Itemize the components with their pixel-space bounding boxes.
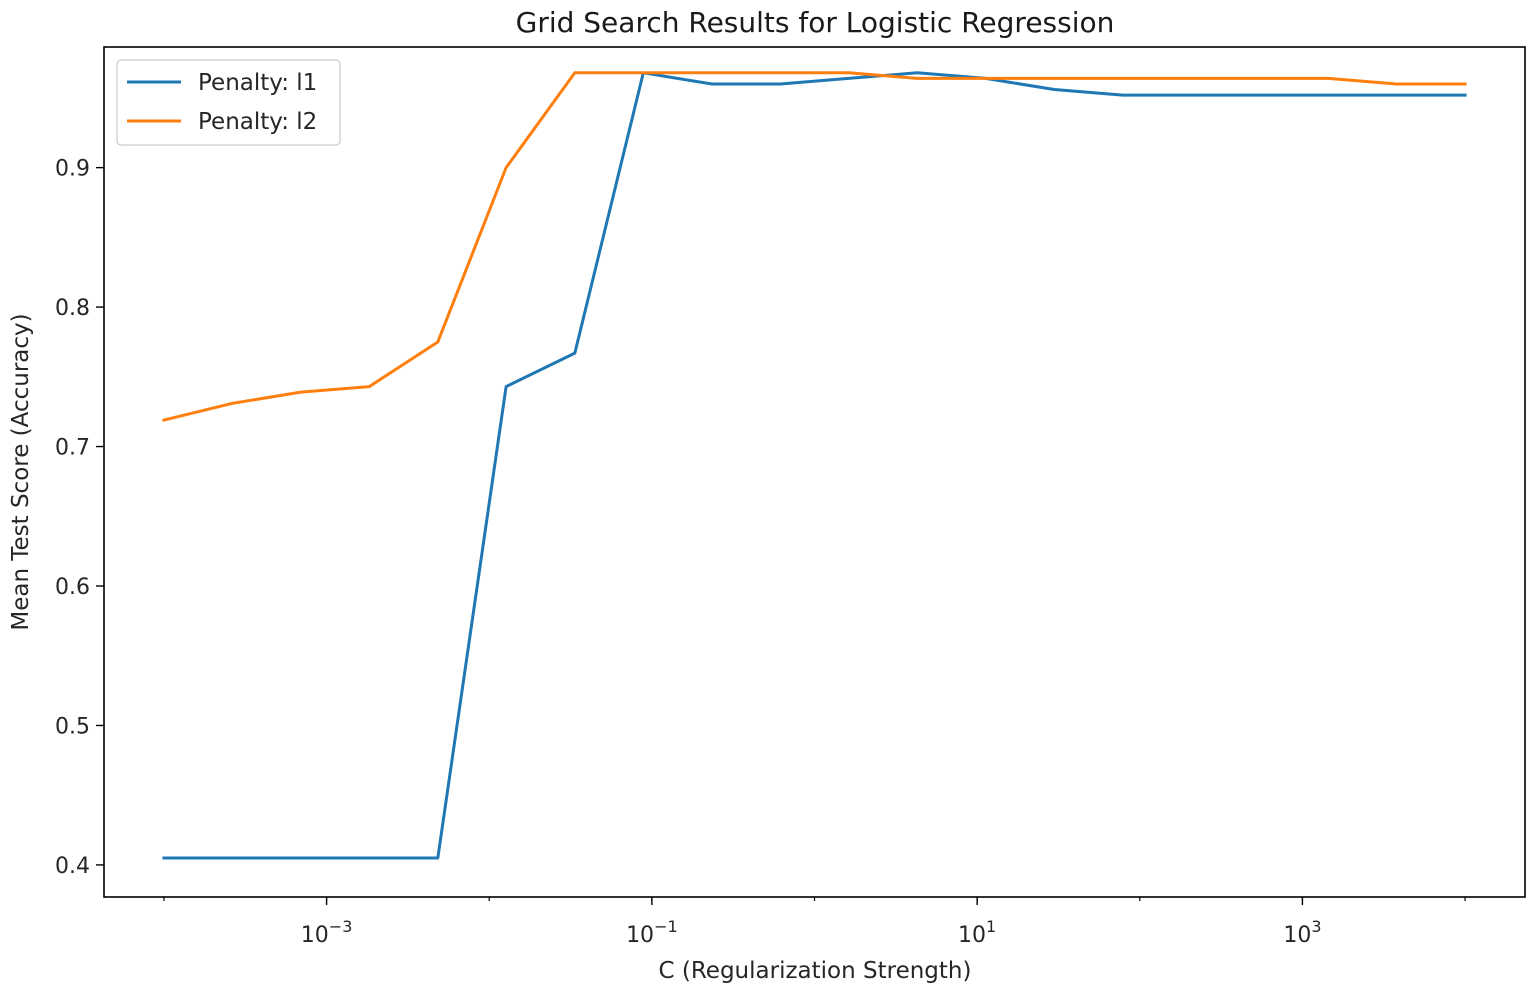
y-tick-label: 0.8 bbox=[55, 296, 90, 321]
y-tick-label: 0.4 bbox=[55, 854, 90, 879]
series-layer bbox=[162, 71, 1467, 860]
chart-title: Grid Search Results for Logistic Regress… bbox=[516, 6, 1115, 39]
y-axis-title: Mean Test Score (Accuracy) bbox=[8, 313, 34, 630]
y-tick-label: 0.7 bbox=[55, 436, 90, 461]
y-tick-label: 0.5 bbox=[55, 714, 90, 739]
series-line-1 bbox=[162, 71, 1467, 860]
y-tick-label: 0.6 bbox=[55, 575, 90, 600]
x-tick-label: 10−1 bbox=[626, 917, 678, 948]
legend-label-l2: Penalty: l2 bbox=[198, 109, 317, 135]
x-tick-label: 10−3 bbox=[301, 917, 353, 948]
x-axis-title: C (Regularization Strength) bbox=[659, 958, 972, 984]
legend: Penalty: l1 Penalty: l2 bbox=[116, 59, 341, 146]
y-tick-label: 0.9 bbox=[55, 157, 90, 182]
y-axis-ticks: 0.4 0.5 0.6 0.7 0.8 0.9 bbox=[55, 157, 104, 879]
x-tick-label: 103 bbox=[1283, 917, 1321, 948]
x-tick-label: 101 bbox=[958, 917, 996, 948]
series-line-2 bbox=[162, 71, 1467, 422]
x-axis-ticks: 10−3 10−1 101 103 bbox=[163, 897, 1466, 948]
legend-label-l1: Penalty: l1 bbox=[198, 70, 317, 96]
